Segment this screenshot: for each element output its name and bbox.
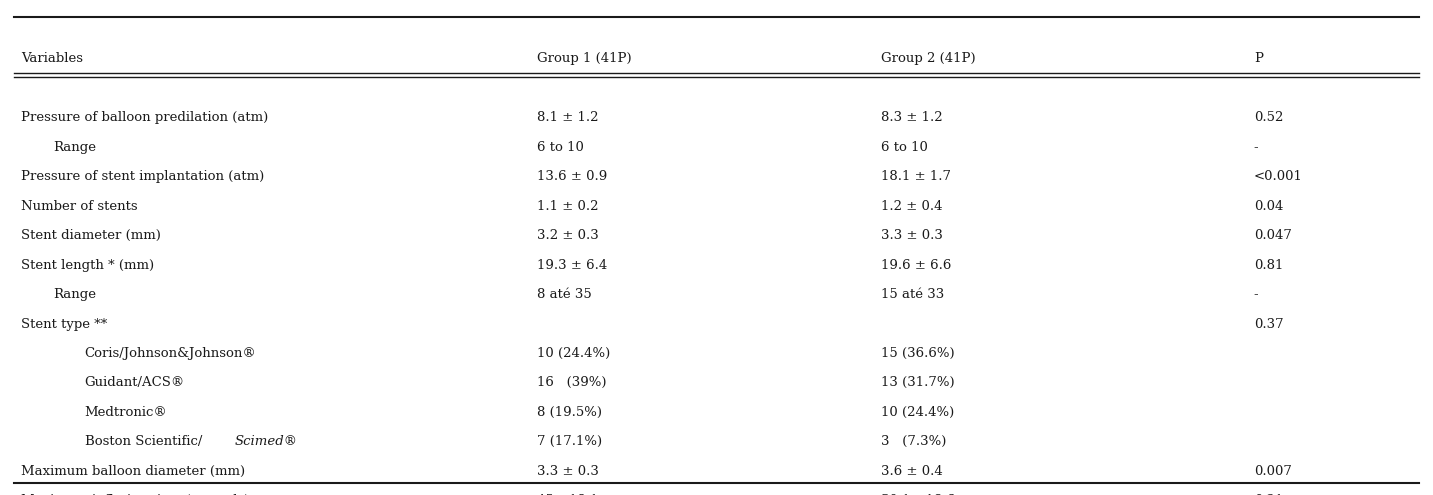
Text: -: -: [1254, 288, 1258, 301]
Text: -: -: [1254, 141, 1258, 154]
Text: 15 (36.6%): 15 (36.6%): [881, 347, 954, 360]
Text: 7 (17.1%): 7 (17.1%): [537, 436, 602, 448]
Text: Group 2 (41P): Group 2 (41P): [881, 52, 976, 65]
Text: 13.6 ± 0.9: 13.6 ± 0.9: [537, 170, 608, 183]
Text: 3.3 ± 0.3: 3.3 ± 0.3: [881, 229, 943, 242]
Text: 13 (31.7%): 13 (31.7%): [881, 376, 954, 390]
Text: 1.2 ± 0.4: 1.2 ± 0.4: [881, 199, 943, 213]
Text: Medtronic®: Medtronic®: [85, 406, 168, 419]
Text: 0.81: 0.81: [1254, 258, 1283, 272]
Text: Stent length * (mm): Stent length * (mm): [21, 258, 155, 272]
Text: Pressure of stent implantation (atm): Pressure of stent implantation (atm): [21, 170, 265, 183]
Text: Range: Range: [53, 288, 96, 301]
Text: Coris/Johnson&Johnson®: Coris/Johnson&Johnson®: [85, 347, 257, 360]
Text: P: P: [1254, 52, 1262, 65]
Text: 0.04: 0.04: [1254, 199, 1283, 213]
Text: 19.3 ± 6.4: 19.3 ± 6.4: [537, 258, 608, 272]
Text: Guidant/ACS®: Guidant/ACS®: [85, 376, 185, 390]
Text: Boston Scientific/: Boston Scientific/: [85, 436, 202, 448]
Text: Pressure of balloon predilation (atm): Pressure of balloon predilation (atm): [21, 111, 269, 124]
Text: Maximum inflation time (seconds): Maximum inflation time (seconds): [21, 494, 249, 495]
Text: 10 (24.4%): 10 (24.4%): [881, 406, 954, 419]
Text: <0.001: <0.001: [1254, 170, 1303, 183]
Text: 1.1 ± 0.2: 1.1 ± 0.2: [537, 199, 599, 213]
Text: 0.37: 0.37: [1254, 318, 1284, 331]
Text: 0.52: 0.52: [1254, 111, 1283, 124]
Text: 3.6 ± 0.4: 3.6 ± 0.4: [881, 465, 943, 478]
Text: 19.6 ± 6.6: 19.6 ± 6.6: [881, 258, 952, 272]
Text: Stent type **: Stent type **: [21, 318, 107, 331]
Text: 3.3 ± 0.3: 3.3 ± 0.3: [537, 465, 599, 478]
Text: 8 até 35: 8 até 35: [537, 288, 592, 301]
Text: Group 1 (41P): Group 1 (41P): [537, 52, 632, 65]
Text: 6 to 10: 6 to 10: [881, 141, 929, 154]
Text: 15 até 33: 15 até 33: [881, 288, 944, 301]
Text: Number of stents: Number of stents: [21, 199, 138, 213]
Text: 50.1 ±18.6: 50.1 ±18.6: [881, 494, 956, 495]
Text: 16   (39%): 16 (39%): [537, 376, 606, 390]
Text: 3   (7.3%): 3 (7.3%): [881, 436, 947, 448]
Text: 3.2 ± 0.3: 3.2 ± 0.3: [537, 229, 599, 242]
Text: Range: Range: [53, 141, 96, 154]
Text: 18.1 ± 1.7: 18.1 ± 1.7: [881, 170, 952, 183]
Text: 8 (19.5%): 8 (19.5%): [537, 406, 602, 419]
Text: 0.047: 0.047: [1254, 229, 1291, 242]
Text: 45 ±18.1: 45 ±18.1: [537, 494, 599, 495]
Text: 8.3 ± 1.2: 8.3 ± 1.2: [881, 111, 943, 124]
Text: Stent diameter (mm): Stent diameter (mm): [21, 229, 162, 242]
Text: Variables: Variables: [21, 52, 83, 65]
Text: 0.21: 0.21: [1254, 494, 1283, 495]
Text: Scimed®: Scimed®: [235, 436, 298, 448]
Text: Maximum balloon diameter (mm): Maximum balloon diameter (mm): [21, 465, 245, 478]
Text: 0.007: 0.007: [1254, 465, 1291, 478]
Text: 8.1 ± 1.2: 8.1 ± 1.2: [537, 111, 599, 124]
Text: 6 to 10: 6 to 10: [537, 141, 585, 154]
Text: 10 (24.4%): 10 (24.4%): [537, 347, 610, 360]
